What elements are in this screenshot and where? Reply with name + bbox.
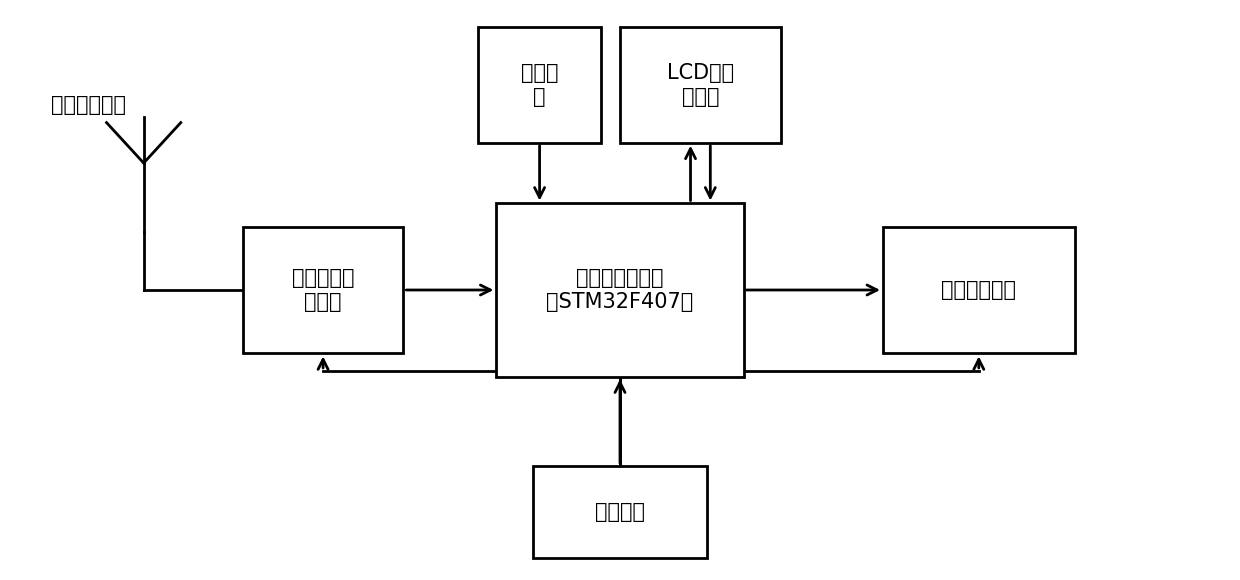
Bar <box>883 227 1075 353</box>
Text: 北斗接收天线: 北斗接收天线 <box>51 95 126 115</box>
Text: 电源模块: 电源模块 <box>595 502 645 522</box>
Text: 外部按
键: 外部按 键 <box>521 63 558 107</box>
Text: LCD交互
触摸屏: LCD交互 触摸屏 <box>667 63 734 107</box>
Text: 单片机控制单元
（STM32F407）: 单片机控制单元 （STM32F407） <box>547 269 693 311</box>
Text: 北斗信号接
收模块: 北斗信号接 收模块 <box>291 269 355 311</box>
Text: 语音播报模块: 语音播报模块 <box>941 280 1017 300</box>
Bar <box>533 466 707 559</box>
Bar <box>620 27 781 143</box>
Bar <box>243 227 403 353</box>
Bar <box>496 204 744 376</box>
Bar <box>477 27 601 143</box>
